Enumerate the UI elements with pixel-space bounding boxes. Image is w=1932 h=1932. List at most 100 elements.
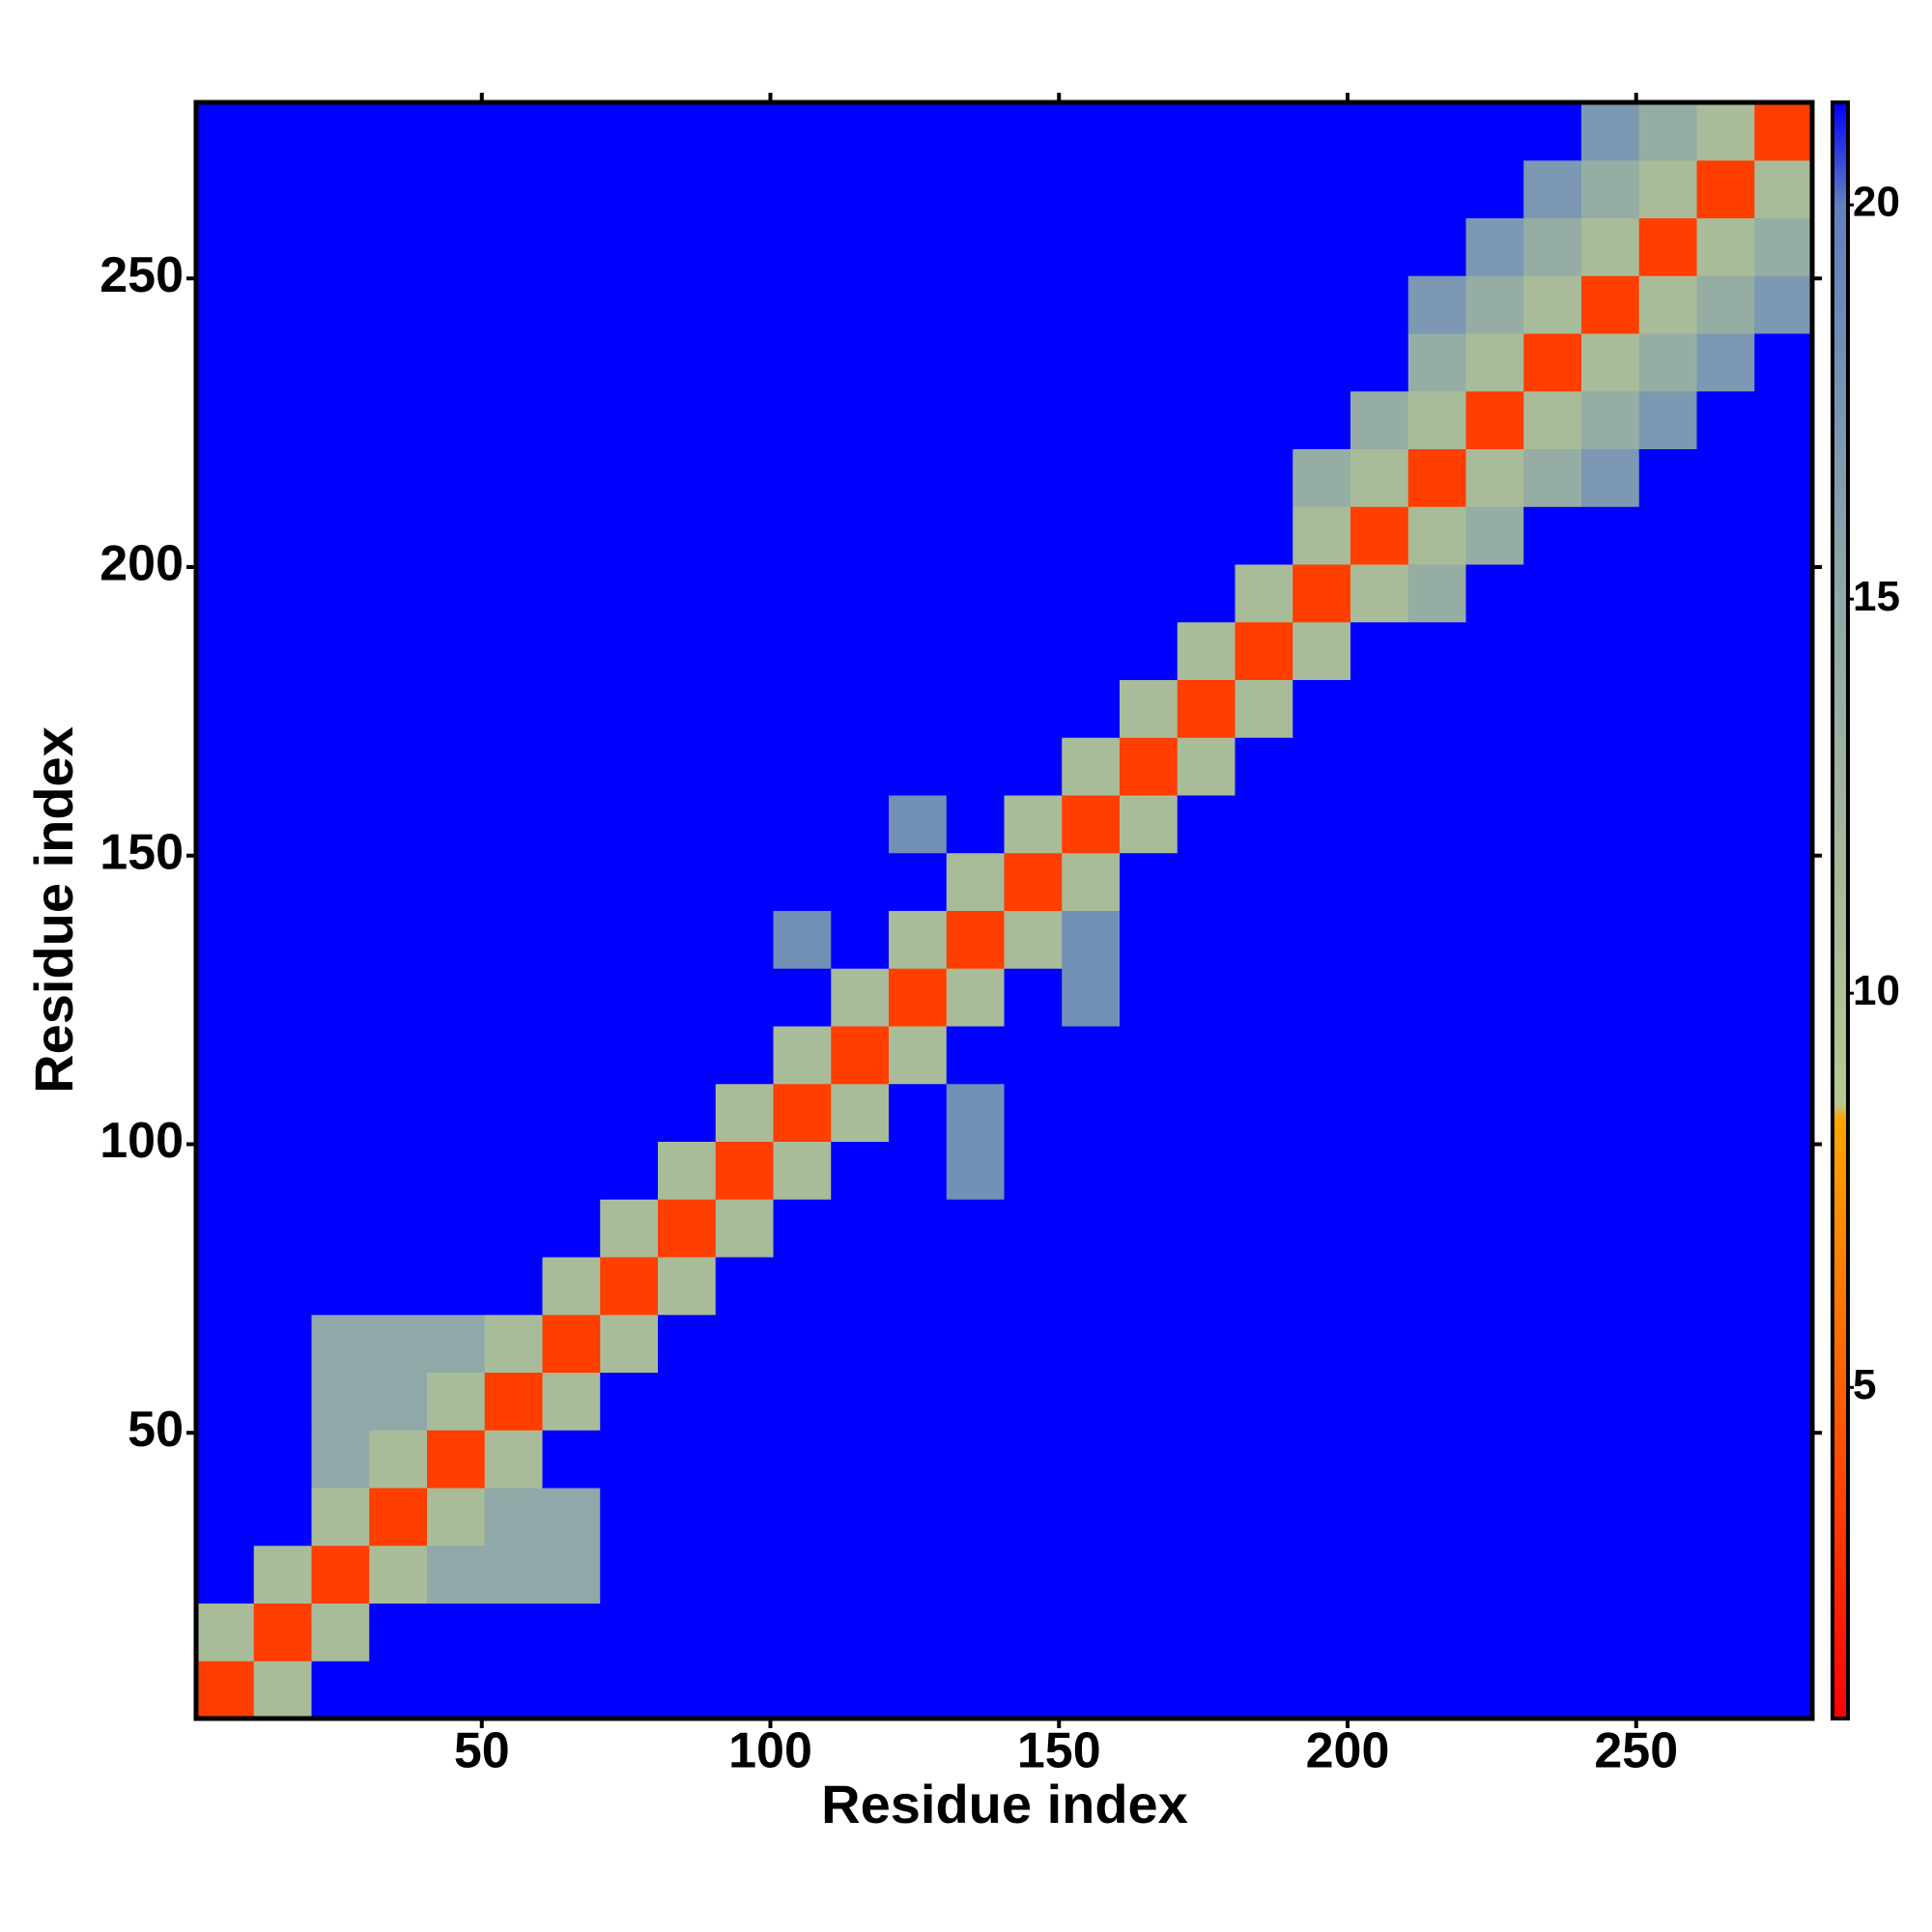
heatmap-cell [1120,1372,1179,1431]
heatmap-cell [1004,448,1063,507]
heatmap-cell [484,910,543,969]
x-tick-label: 150 [1017,1723,1101,1779]
heatmap-cell [658,910,717,969]
heatmap-cell [427,737,486,796]
heatmap-cell [889,1430,948,1489]
heatmap-cell [1293,1372,1351,1431]
heatmap-cell [889,1661,948,1719]
heatmap-cell [196,1314,255,1373]
heatmap-cell [946,1372,1005,1431]
heatmap-cell [253,390,312,449]
heatmap-cell [1177,506,1236,565]
heatmap-cell [1120,1199,1179,1258]
heatmap-cell [1350,102,1409,161]
heatmap-cell [1120,737,1179,796]
heatmap-cell [1350,448,1409,507]
heatmap-cell [1581,679,1640,738]
heatmap-cell [311,852,370,911]
heatmap-cell [773,159,832,218]
heatmap-cell [1581,1026,1640,1085]
heatmap-cell [1407,1488,1466,1547]
heatmap-cell [1523,1488,1582,1547]
heatmap-cell [427,390,486,449]
heatmap-cell [1293,333,1351,392]
heatmap-cell [946,621,1005,680]
heatmap-cell [1465,1141,1524,1200]
heatmap-cell [715,102,774,161]
heatmap-cell [1004,737,1063,796]
heatmap-cell [889,1488,948,1547]
heatmap-cell [1638,1430,1697,1489]
heatmap-cell [1120,217,1179,276]
heatmap-cell [889,795,948,854]
heatmap-cell [196,275,255,334]
heatmap-cell [1696,1026,1755,1085]
heatmap-cell [1581,737,1640,796]
heatmap-cell [369,1372,428,1431]
heatmap-cell [831,217,890,276]
heatmap-cell [658,506,717,565]
heatmap-cell [946,1257,1005,1316]
heatmap-cell [1177,333,1236,392]
heatmap-cell [311,795,370,854]
heatmap-cell [542,1603,601,1662]
heatmap-cell [1004,1430,1063,1489]
heatmap-cell [1120,910,1179,969]
heatmap-cell [1062,506,1121,565]
heatmap-cell [831,506,890,565]
heatmap-cell [1465,1372,1524,1431]
heatmap-cell [1062,1545,1121,1604]
heatmap-cell [484,1488,543,1547]
heatmap-cell [1120,275,1179,334]
heatmap-cell [196,217,255,276]
heatmap-cell [1407,390,1466,449]
x-axis-title: Residue index [821,1774,1188,1834]
heatmap-cell [1350,679,1409,738]
heatmap-cell [1293,390,1351,449]
heatmap-cell [1696,910,1755,969]
heatmap-cell [311,1141,370,1200]
heatmap-cell [1523,1199,1582,1258]
heatmap-cell [1638,737,1697,796]
heatmap-cell [1696,159,1755,218]
heatmap-cell [773,102,832,161]
heatmap-cell [484,1545,543,1604]
heatmap-cell [1754,1372,1813,1431]
heatmap-cell [1696,564,1755,623]
heatmap-cell [1465,1026,1524,1085]
heatmap-cell [253,506,312,565]
heatmap-cell [1754,1257,1813,1316]
heatmap-cell [831,1372,890,1431]
heatmap-cell [1004,1314,1063,1373]
heatmap-cell [1696,737,1755,796]
heatmap-cell [1465,333,1524,392]
heatmap-cell [1696,852,1755,911]
heatmap-cell [369,1141,428,1200]
heatmap-cell [427,1199,486,1258]
heatmap-cell [658,564,717,623]
heatmap-cell [484,1314,543,1373]
heatmap-cell [946,852,1005,911]
heatmap-cell [1120,1083,1179,1142]
heatmap-cell [773,506,832,565]
heatmap-cell [1465,1603,1524,1662]
heatmap-cell [1235,852,1293,911]
heatmap-cell [484,737,543,796]
heatmap-cell [773,737,832,796]
heatmap-cell [1004,1026,1063,1085]
heatmap-cell [1638,564,1697,623]
heatmap-cell [311,506,370,565]
heatmap-cell [946,217,1005,276]
heatmap-cell [1177,910,1236,969]
heatmap-cell [1581,621,1640,680]
heatmap-cell [600,1199,659,1258]
heatmap-cell [1004,1141,1063,1200]
heatmap-cell [1293,1257,1351,1316]
heatmap-cell [1696,275,1755,334]
heatmap-cell [542,1661,601,1719]
heatmap-cell [1235,679,1293,738]
heatmap-cell [1004,159,1063,218]
heatmap-cell [831,1141,890,1200]
heatmap-cell [1638,852,1697,911]
heatmap-cell [1465,621,1524,680]
